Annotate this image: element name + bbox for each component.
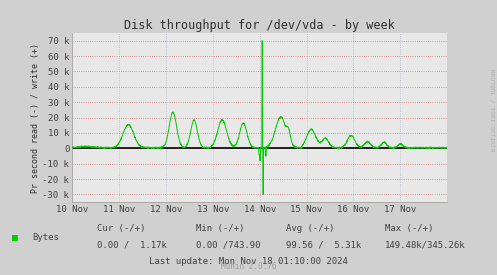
Text: 149.48k/345.26k: 149.48k/345.26k xyxy=(385,241,466,250)
Text: Last update: Mon Nov 18 01:10:00 2024: Last update: Mon Nov 18 01:10:00 2024 xyxy=(149,257,348,266)
Text: 0.00 /743.90: 0.00 /743.90 xyxy=(196,241,261,250)
Text: RRDTOOL / TOBI OETIKER: RRDTOOL / TOBI OETIKER xyxy=(490,69,495,151)
Text: 99.56 /  5.31k: 99.56 / 5.31k xyxy=(286,241,361,250)
Text: Max (-/+): Max (-/+) xyxy=(385,224,433,233)
Text: Cur (-/+): Cur (-/+) xyxy=(97,224,145,233)
Text: ■: ■ xyxy=(12,233,18,243)
Text: Bytes: Bytes xyxy=(32,233,59,242)
Text: Min (-/+): Min (-/+) xyxy=(196,224,245,233)
Title: Disk throughput for /dev/vda - by week: Disk throughput for /dev/vda - by week xyxy=(124,19,395,32)
Y-axis label: Pr second read (-) / write (+): Pr second read (-) / write (+) xyxy=(31,43,40,192)
Text: 0.00 /  1.17k: 0.00 / 1.17k xyxy=(97,241,167,250)
Text: Avg (-/+): Avg (-/+) xyxy=(286,224,334,233)
Text: Munin 2.0.76: Munin 2.0.76 xyxy=(221,262,276,271)
